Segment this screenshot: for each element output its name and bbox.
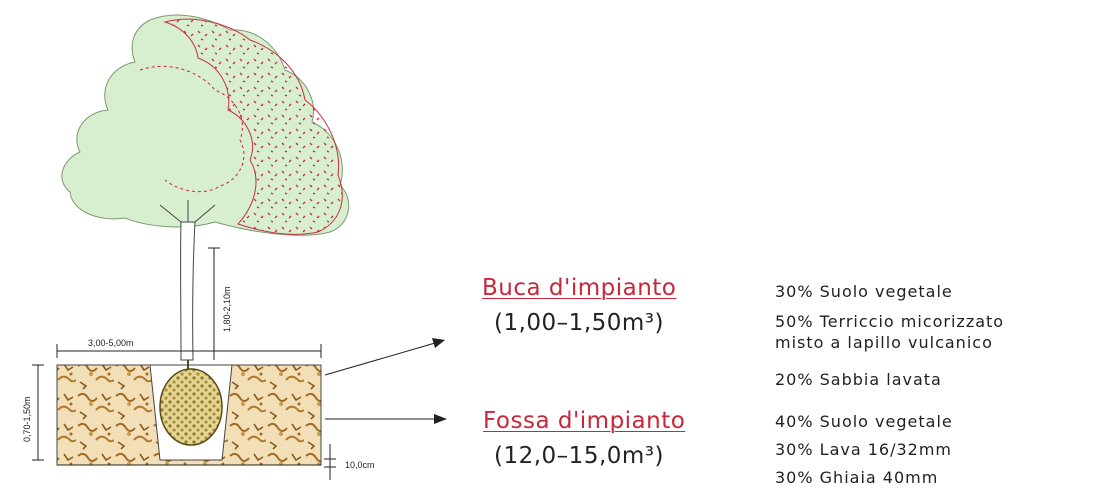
fossa-volume: (12,0–15,0m³) [494, 443, 664, 469]
fossa-pit [56, 360, 322, 466]
buca-composition-2: 50% Terriccio micorizzato [775, 312, 1005, 331]
depth-dimension: 0,70-1,50m [22, 364, 44, 461]
buca-composition-3: misto a lapillo vulcanico [775, 333, 993, 352]
buca-composition-4: 20% Sabbia lavata [775, 370, 942, 389]
tree-trunk [159, 200, 216, 361]
buca-title: Buca d'impianto [482, 275, 677, 301]
tree-canopy [61, 14, 350, 236]
width-dimension: 3,00-5,00m [56, 338, 322, 358]
depth-label: 0,70-1,50m [22, 396, 32, 442]
fossa-composition-1: 40% Suolo vegetale [775, 412, 953, 431]
width-label: 3,00-5,00m [88, 338, 134, 348]
buca-leader-arrow [324, 338, 445, 376]
base-label: 10,0cm [345, 460, 375, 470]
base-dimension: 10,0cm [57, 444, 375, 480]
trunk-height-dimension: 1,80-2,10m [208, 247, 232, 360]
fossa-composition-3: 30% Ghiaia 40mm [775, 468, 939, 487]
fossa-leader-arrow [325, 414, 447, 424]
buca-composition-1: 30% Suolo vegetale [775, 282, 953, 301]
root-ball [159, 368, 223, 446]
fossa-title: Fossa d'impianto [483, 408, 686, 434]
fossa-composition-2: 30% Lava 16/32mm [775, 440, 953, 459]
trunk-height-label: 1,80-2,10m [222, 286, 232, 332]
buca-volume: (1,00–1,50m³) [494, 310, 664, 336]
